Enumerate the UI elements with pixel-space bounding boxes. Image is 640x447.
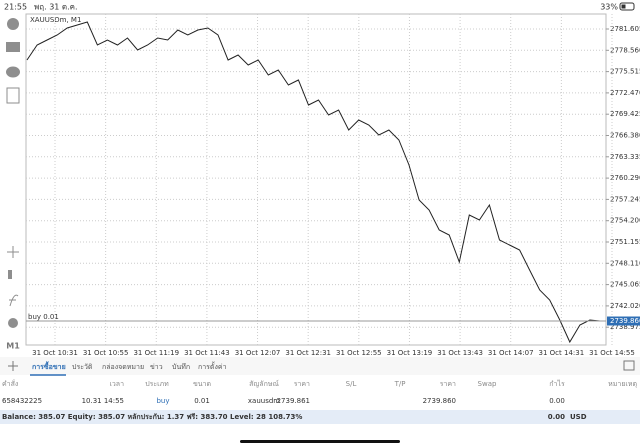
x-tick-label: 31 Oct 13:43 bbox=[437, 349, 483, 357]
y-tick-label: 2760.290 bbox=[610, 174, 640, 182]
y-tick-label: 2781.605 bbox=[610, 25, 640, 33]
y-tick-label: 2763.335 bbox=[610, 153, 640, 161]
account-icon[interactable] bbox=[7, 18, 19, 30]
current-price-box bbox=[607, 316, 640, 326]
add-button[interactable] bbox=[8, 361, 18, 371]
battery-icon bbox=[619, 2, 635, 11]
summary-text: Balance: 385.07 Equity: 385.07 หลักประกั… bbox=[2, 413, 302, 421]
tabs: การซื้อขาย ประวัติ กล่องจดหมาย ข่าว บันทึก กา… bbox=[30, 360, 227, 376]
x-tick-label: 31 Oct 11:43 bbox=[184, 349, 230, 357]
column-header: ประเภท bbox=[145, 380, 169, 388]
cell-symbol: xauusdm bbox=[248, 397, 280, 405]
status-time: 21:55 bbox=[4, 3, 27, 12]
chat-icon[interactable] bbox=[6, 66, 20, 78]
y-tick-label: 2757.245 bbox=[610, 195, 640, 203]
x-tick-label: 31 Oct 12:07 bbox=[235, 349, 281, 357]
x-tick-label: 31 Oct 12:55 bbox=[336, 349, 382, 357]
home-indicator bbox=[240, 440, 400, 443]
cell-open-price: 2739.861 bbox=[277, 397, 310, 405]
order-line-label: buy 0.01 bbox=[28, 313, 59, 321]
plot-frame bbox=[25, 13, 607, 346]
x-tick-label: 31 Oct 14:31 bbox=[539, 349, 585, 357]
tab[interactable]: ข่าว bbox=[150, 363, 163, 371]
status-battery: 33% bbox=[600, 3, 618, 12]
chart-title: XAUUSDm, M1 bbox=[30, 16, 81, 24]
tab[interactable]: การตั้งค่า bbox=[198, 360, 227, 371]
y-tick-label: 2769.425 bbox=[610, 110, 640, 118]
summary-currency: USD bbox=[570, 413, 587, 421]
indicator-icon[interactable] bbox=[8, 270, 12, 279]
function-icon[interactable] bbox=[9, 294, 19, 307]
cell-type: buy bbox=[156, 397, 169, 405]
x-tick-label: 31 Oct 13:19 bbox=[387, 349, 433, 357]
status-date: พฤ. 31 ต.ค. bbox=[34, 3, 78, 12]
y-tick-label: 2766.380 bbox=[610, 132, 640, 140]
cell-price: 2739.860 bbox=[423, 397, 456, 405]
summary-bar bbox=[0, 410, 640, 424]
x-tick-label: 31 Oct 14:55 bbox=[589, 349, 635, 357]
y-tick-label: 2754.200 bbox=[610, 217, 640, 225]
y-tick-label: 2748.110 bbox=[610, 259, 640, 267]
layout-button[interactable] bbox=[623, 360, 635, 371]
timeframe[interactable]: M1 bbox=[6, 342, 20, 351]
column-header: กำไร bbox=[549, 379, 565, 388]
column-header: T/P bbox=[394, 380, 406, 388]
y-tick-label: 2738.975 bbox=[610, 323, 640, 331]
y-tick-label: 2775.515 bbox=[610, 68, 640, 76]
column-header: ราคา bbox=[440, 380, 456, 388]
battery-level bbox=[621, 4, 626, 9]
cell-profit: 0.00 bbox=[549, 397, 565, 405]
objects-icon[interactable] bbox=[8, 318, 18, 328]
x-tick-label: 31 Oct 12:31 bbox=[285, 349, 331, 357]
column-header: สัญลักษณ์ bbox=[249, 380, 279, 388]
new-doc-icon[interactable] bbox=[6, 87, 20, 104]
column-header: คำสั่ง bbox=[2, 379, 18, 388]
left-toolbar: M1 bbox=[6, 18, 20, 351]
column-header: เวลา bbox=[109, 380, 124, 388]
x-tick-label: 31 Oct 14:07 bbox=[488, 349, 534, 357]
trade-icon[interactable] bbox=[6, 42, 20, 52]
y-tick-label: 2778.560 bbox=[610, 46, 640, 54]
summary-profit: 0.00 bbox=[548, 413, 565, 421]
column-header: ขนาด bbox=[193, 380, 211, 388]
tab[interactable]: กล่องจดหมาย bbox=[102, 363, 144, 371]
column-header: Swap bbox=[478, 380, 497, 388]
tab[interactable]: การซื้อขาย bbox=[32, 360, 66, 371]
crosshair-icon[interactable] bbox=[7, 246, 19, 258]
current-price-label: 2739.860 bbox=[610, 317, 640, 325]
trade-table: คำสั่ง เวลา ประเภท ขนาด สัญลักษณ์ ราคา S/L T/P ร… bbox=[2, 379, 637, 405]
x-tick-label: 31 Oct 11:19 bbox=[133, 349, 179, 357]
cell-order: 658432225 bbox=[2, 397, 42, 405]
chart: XAUUSDm, M1 2781.605 2778.560 2775.515 2772… bbox=[25, 13, 640, 357]
y-tick-label: 2745.065 bbox=[610, 281, 640, 289]
x-tick-label: 31 Oct 10:55 bbox=[83, 349, 129, 357]
column-header: ราคา bbox=[294, 380, 310, 388]
x-tick-label: 31 Oct 10:31 bbox=[32, 349, 78, 357]
tab-bar bbox=[0, 357, 640, 375]
cell-time: 10.31 14:55 bbox=[82, 397, 124, 405]
column-header: หมายเหตุ bbox=[608, 380, 637, 388]
price-line bbox=[26, 21, 601, 344]
y-tick-label: 2751.155 bbox=[610, 238, 640, 246]
column-header: S/L bbox=[346, 380, 357, 388]
tab[interactable]: ประวัติ bbox=[72, 363, 93, 371]
tab[interactable]: บันทึก bbox=[172, 362, 190, 371]
y-tick-label: 2772.470 bbox=[610, 89, 640, 97]
y-tick-label: 2742.020 bbox=[610, 302, 640, 310]
cell-volume: 0.01 bbox=[194, 397, 210, 405]
